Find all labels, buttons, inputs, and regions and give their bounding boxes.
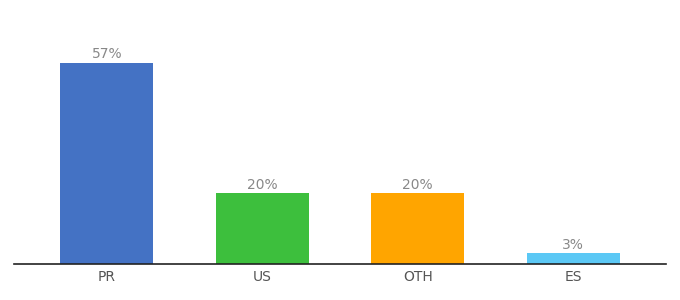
Text: 20%: 20% [403, 178, 433, 192]
Text: 57%: 57% [92, 47, 122, 61]
Text: 3%: 3% [562, 238, 584, 252]
Bar [216, 194, 309, 264]
Text: 20%: 20% [247, 178, 277, 192]
Bar [526, 254, 619, 264]
Bar [61, 63, 154, 264]
Bar [371, 194, 464, 264]
